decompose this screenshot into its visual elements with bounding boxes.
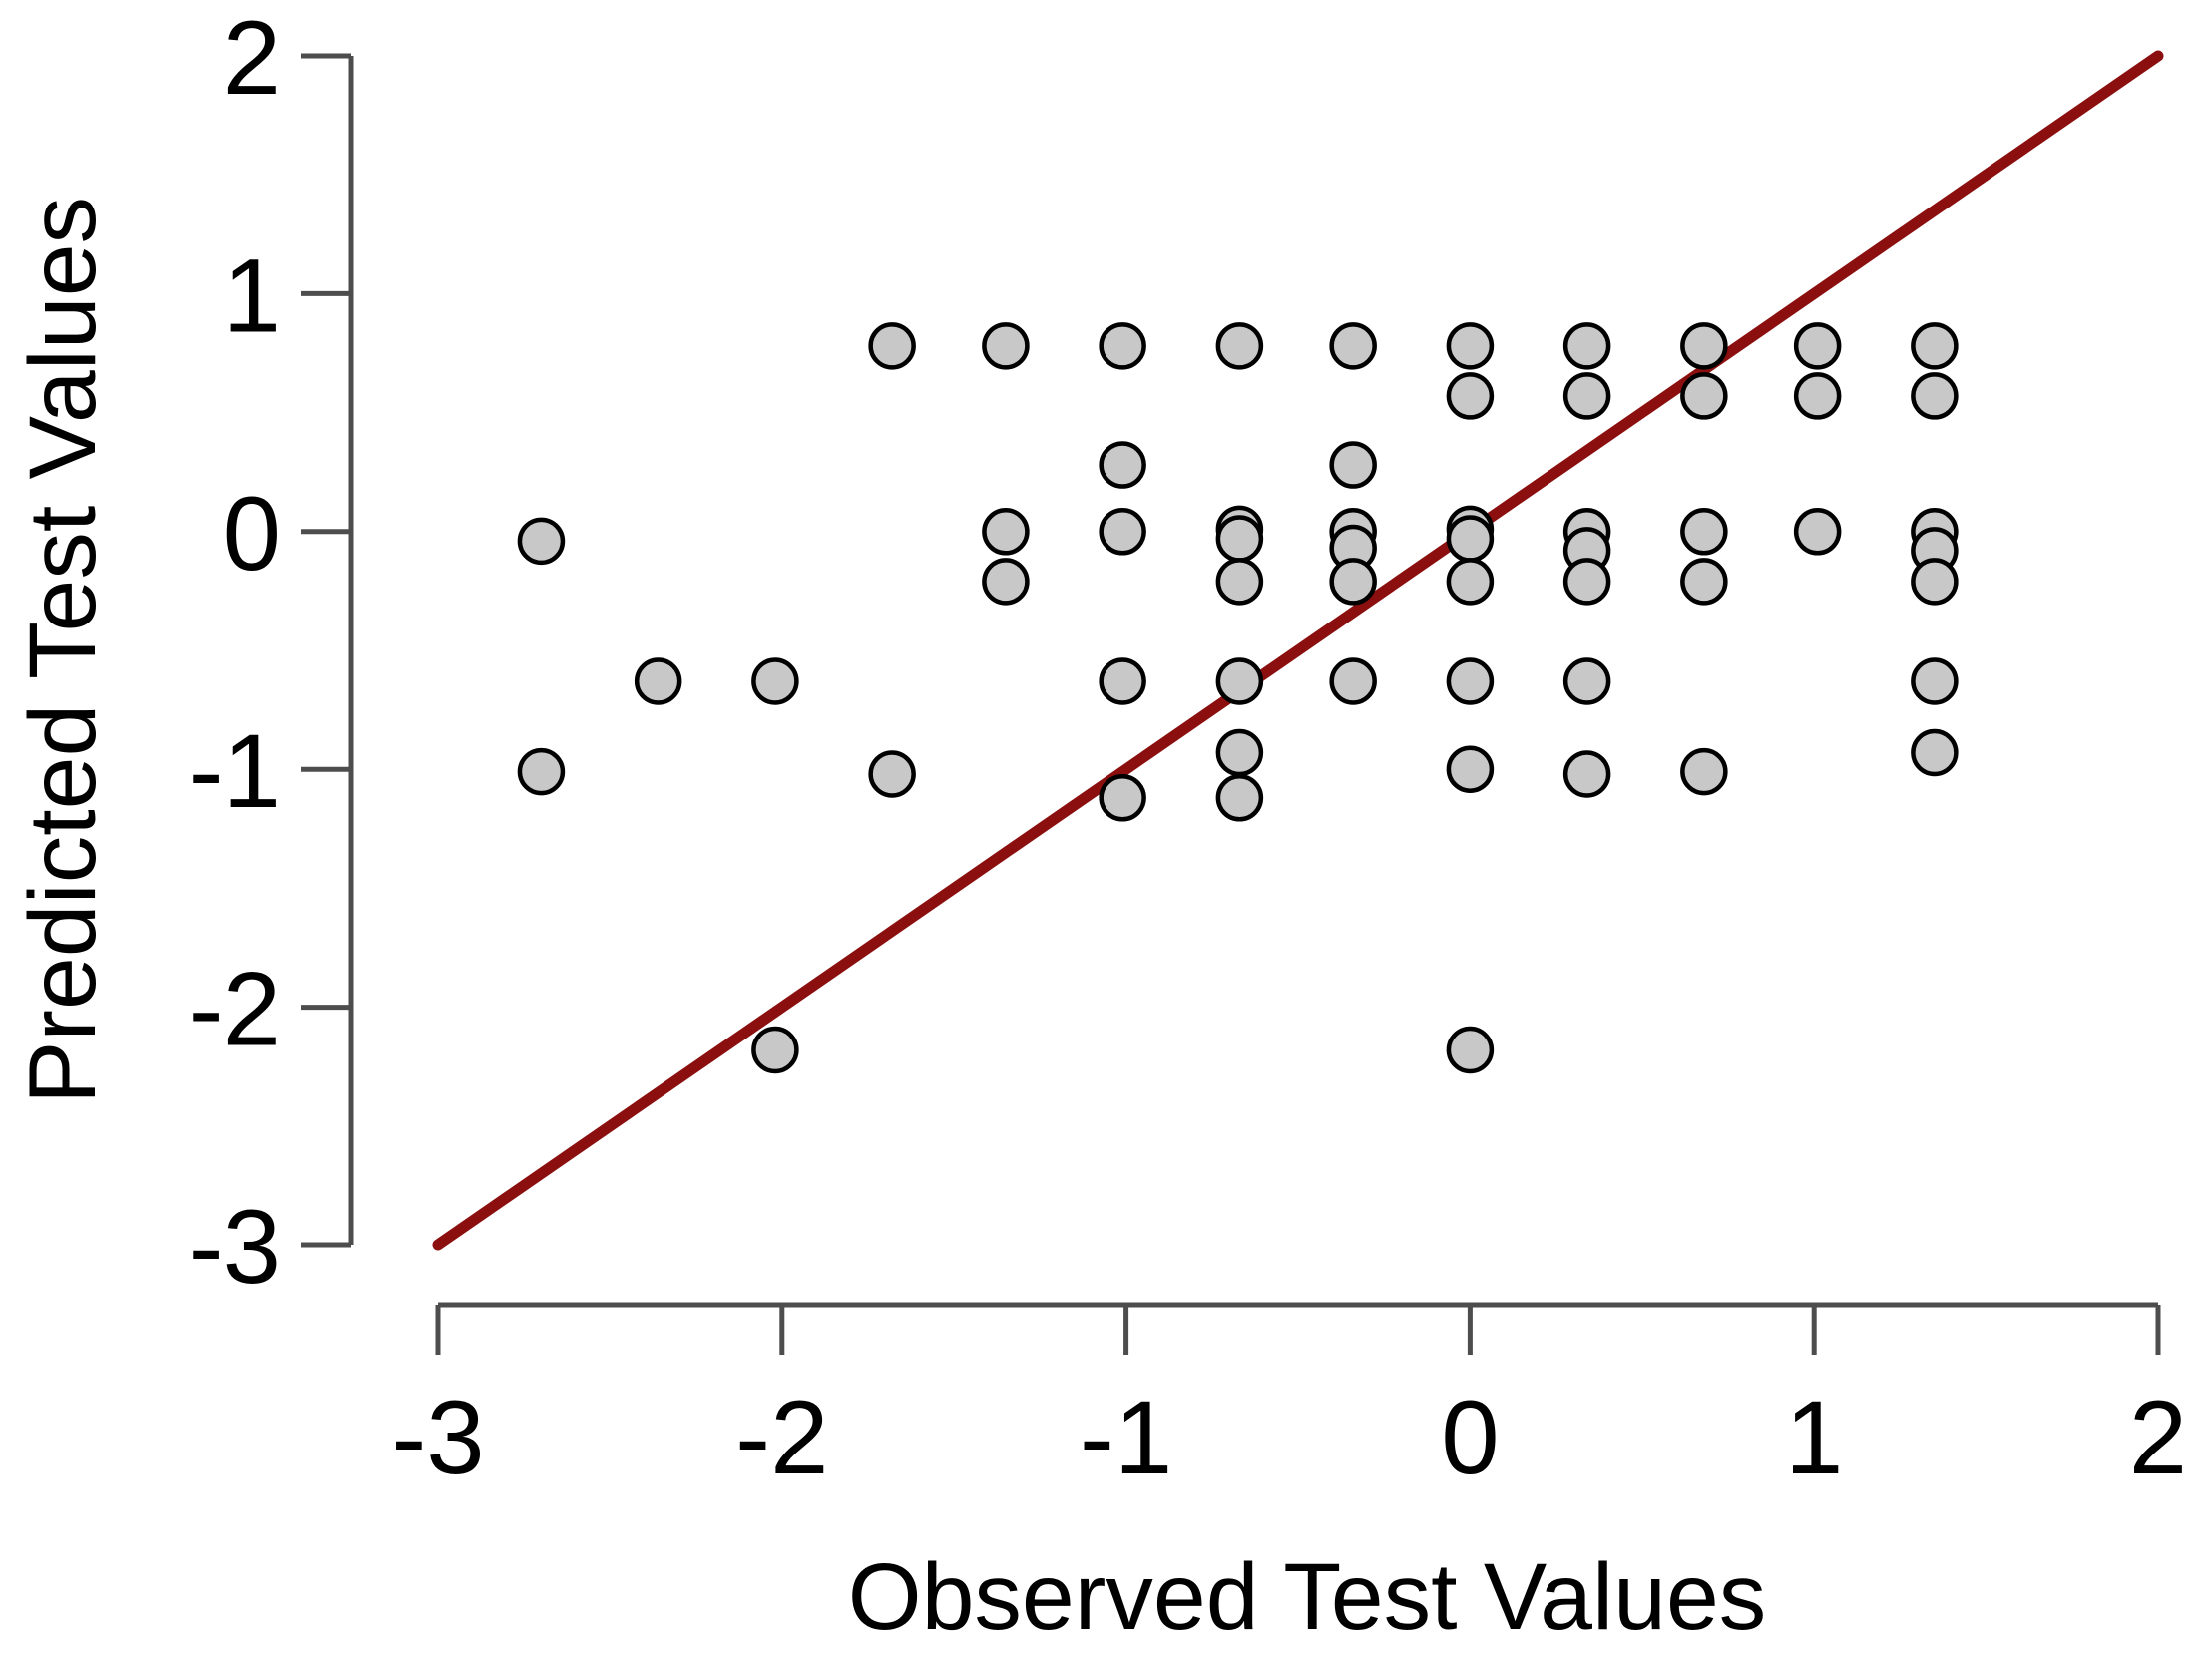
data-point bbox=[634, 657, 682, 705]
data-point bbox=[982, 558, 1030, 606]
data-point bbox=[1215, 728, 1264, 777]
data-point bbox=[1099, 322, 1146, 370]
points-group bbox=[517, 322, 1959, 1074]
identity-line bbox=[432, 50, 2164, 1251]
y-axis: -3 -2 -1 0 1 2 bbox=[189, 0, 354, 1306]
data-point bbox=[1446, 322, 1495, 370]
y-tick-label: -3 bbox=[189, 1189, 281, 1306]
data-point bbox=[1215, 774, 1264, 822]
data-point bbox=[1446, 558, 1495, 606]
data-point bbox=[1099, 441, 1146, 489]
data-point bbox=[1911, 657, 1959, 705]
data-point bbox=[1562, 558, 1611, 606]
data-point bbox=[868, 750, 916, 798]
y-tick-label: -2 bbox=[189, 952, 281, 1068]
data-point bbox=[1911, 322, 1959, 370]
data-point bbox=[517, 517, 566, 566]
data-point bbox=[982, 508, 1030, 556]
data-point bbox=[1680, 372, 1728, 420]
data-point bbox=[982, 322, 1030, 370]
data-point bbox=[1562, 322, 1611, 370]
data-point bbox=[1329, 441, 1377, 489]
data-point bbox=[1793, 508, 1842, 556]
data-point bbox=[1793, 322, 1842, 370]
data-point bbox=[1446, 372, 1495, 420]
data-point bbox=[1562, 750, 1611, 798]
y-tick-label: 0 bbox=[223, 476, 281, 593]
y-ticks bbox=[301, 53, 351, 1248]
data-point bbox=[751, 657, 799, 705]
data-point bbox=[1099, 774, 1146, 822]
x-tick-label: -3 bbox=[391, 1380, 484, 1496]
x-ticks bbox=[435, 1305, 2161, 1355]
y-tick-label: 1 bbox=[223, 237, 281, 354]
data-point bbox=[1446, 745, 1495, 793]
data-point bbox=[868, 322, 916, 370]
data-point bbox=[1911, 372, 1959, 420]
data-point bbox=[1911, 728, 1959, 777]
data-point bbox=[1215, 558, 1264, 606]
data-point bbox=[1680, 322, 1728, 370]
data-point bbox=[1446, 657, 1495, 705]
data-point bbox=[1099, 657, 1146, 705]
data-point bbox=[1562, 657, 1611, 705]
data-point bbox=[1099, 508, 1146, 556]
data-point bbox=[1793, 372, 1842, 420]
x-tick-label: -2 bbox=[735, 1380, 828, 1496]
x-tick-label: 0 bbox=[1441, 1380, 1499, 1496]
data-point bbox=[1215, 657, 1264, 705]
data-point bbox=[1329, 657, 1377, 705]
x-axis-title: Observed Test Values bbox=[848, 1544, 1767, 1650]
x-tick-label: 2 bbox=[2129, 1380, 2187, 1496]
data-point bbox=[1680, 508, 1728, 556]
data-point bbox=[1215, 515, 1264, 563]
data-point bbox=[1329, 558, 1377, 606]
y-axis-title: Predicted Test Values bbox=[10, 197, 116, 1104]
data-point bbox=[1329, 322, 1377, 370]
y-tick-labels: -3 -2 -1 0 1 2 bbox=[189, 0, 281, 1306]
y-tick-label: -1 bbox=[189, 713, 281, 830]
x-tick-label: 1 bbox=[1785, 1380, 1843, 1496]
data-point bbox=[1562, 372, 1611, 420]
x-tick-label: -1 bbox=[1080, 1380, 1172, 1496]
x-axis: -3 -2 -1 0 1 2 bbox=[391, 1302, 2187, 1496]
data-point bbox=[751, 1026, 799, 1074]
data-point bbox=[1446, 515, 1495, 563]
data-point bbox=[1911, 558, 1959, 606]
data-point bbox=[517, 747, 566, 796]
data-point bbox=[1680, 747, 1728, 796]
data-point bbox=[1680, 558, 1728, 606]
y-tick-label: 2 bbox=[223, 0, 281, 117]
x-tick-labels: -3 -2 -1 0 1 2 bbox=[391, 1380, 2187, 1496]
data-point bbox=[1215, 322, 1264, 370]
data-point bbox=[1446, 1026, 1495, 1074]
